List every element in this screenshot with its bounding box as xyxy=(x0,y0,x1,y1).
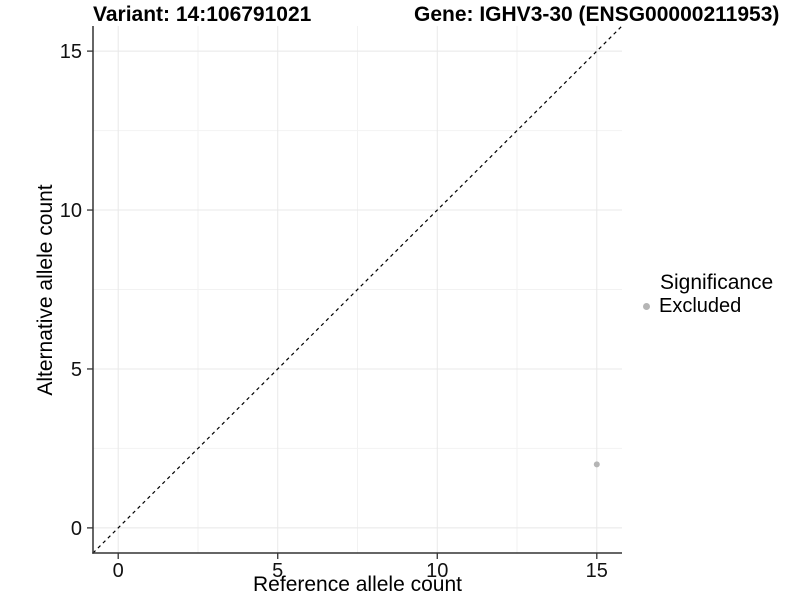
y-tick-label: 5 xyxy=(71,359,82,381)
x-axis-title: Reference allele count xyxy=(253,573,462,596)
y-tick-label: 15 xyxy=(60,41,82,63)
x-tick-label: 10 xyxy=(426,560,448,582)
x-tick-label: 5 xyxy=(272,560,283,582)
y-tick-label: 0 xyxy=(71,518,82,540)
legend-item-excluded: Excluded xyxy=(638,294,773,317)
x-tick-label: 15 xyxy=(586,560,608,582)
legend-item-label: Excluded xyxy=(659,294,742,317)
legend-key-box xyxy=(638,298,655,315)
y-tick-label: 10 xyxy=(60,200,82,222)
variant-title: Variant: 14:106791021 xyxy=(93,3,312,26)
legend: Significance Excluded xyxy=(638,271,774,317)
x-tick-label: 0 xyxy=(113,560,124,582)
y-axis-title: Alternative allele count xyxy=(34,184,57,396)
identity-line xyxy=(92,25,623,554)
data-point xyxy=(593,461,600,468)
gene-title: Gene: IGHV3-30 (ENSG00000211953) xyxy=(414,3,780,26)
excluded-point-icon xyxy=(643,302,650,310)
legend-title: Significance xyxy=(660,271,774,294)
